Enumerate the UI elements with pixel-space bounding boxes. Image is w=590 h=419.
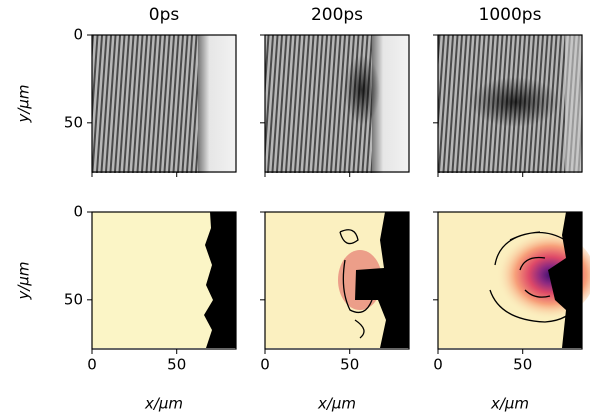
y-axis-label: y/μm — [15, 261, 33, 300]
axes-frame — [91, 34, 237, 173]
x-tick-label: 0 — [433, 356, 443, 374]
x-axis-label: x/μm — [317, 395, 356, 413]
axes-frame — [437, 34, 583, 173]
panel-title: 200ps — [311, 5, 363, 25]
panel-title: 0ps — [149, 5, 180, 25]
axes-frame — [264, 34, 410, 173]
image-decoration — [92, 35, 590, 348]
x-tick-label: 50 — [340, 356, 359, 374]
x-tick-label: 50 — [167, 356, 186, 374]
x-axis-label: x/μm — [490, 395, 529, 413]
y-tick-label: 0 — [73, 26, 83, 44]
x-tick-label: 0 — [87, 356, 97, 374]
axes-frame — [264, 211, 410, 350]
y-tick-label: 50 — [64, 290, 83, 308]
x-tick-label: 50 — [513, 356, 532, 374]
x-tick-label: 0 — [260, 356, 270, 374]
y-tick-label: 0 — [73, 203, 83, 221]
y-tick-label: 50 — [64, 113, 83, 131]
axes-frame — [91, 211, 237, 350]
axes-frame — [437, 211, 583, 350]
y-axis-label: y/μm — [15, 84, 33, 123]
panel-title: 1000ps — [479, 5, 542, 25]
x-axis-label: x/μm — [144, 395, 183, 413]
